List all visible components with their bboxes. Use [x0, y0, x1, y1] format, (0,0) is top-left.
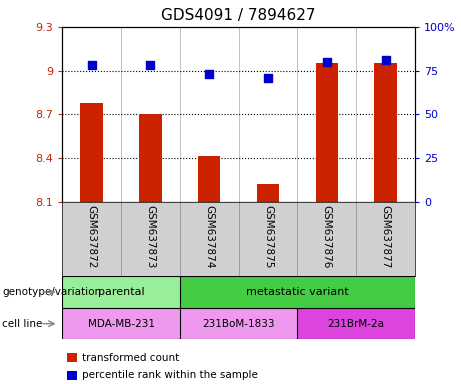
Text: metastatic variant: metastatic variant	[246, 287, 349, 297]
Point	[264, 74, 272, 81]
Point	[147, 62, 154, 68]
Bar	[257, 184, 279, 202]
Bar	[81, 103, 103, 202]
Bar	[316, 63, 338, 202]
Title: GDS4091 / 7894627: GDS4091 / 7894627	[161, 8, 316, 23]
Bar	[62, 308, 180, 339]
Text: genotype/variation: genotype/variation	[2, 287, 101, 297]
Bar	[297, 308, 415, 339]
Text: GSM637876: GSM637876	[322, 205, 332, 269]
Text: percentile rank within the sample: percentile rank within the sample	[82, 370, 258, 381]
Text: transformed count: transformed count	[82, 353, 179, 363]
Bar	[180, 308, 297, 339]
Bar	[62, 276, 180, 308]
Text: GSM637873: GSM637873	[145, 205, 155, 269]
Bar	[139, 114, 161, 202]
Text: GSM637877: GSM637877	[380, 205, 390, 269]
Point	[206, 71, 213, 77]
Text: GSM637875: GSM637875	[263, 205, 273, 269]
Bar	[198, 156, 220, 202]
Text: GSM637872: GSM637872	[87, 205, 97, 269]
Point	[323, 59, 331, 65]
Text: parental: parental	[98, 287, 144, 297]
Bar	[67, 371, 77, 380]
Text: 231BoM-1833: 231BoM-1833	[202, 319, 275, 329]
Bar	[374, 63, 396, 202]
Text: GSM637874: GSM637874	[204, 205, 214, 269]
Text: cell line: cell line	[2, 319, 43, 329]
Text: 231BrM-2a: 231BrM-2a	[328, 319, 384, 329]
Bar	[67, 353, 77, 362]
Point	[88, 62, 95, 68]
Bar	[180, 276, 415, 308]
Point	[382, 57, 389, 63]
Text: MDA-MB-231: MDA-MB-231	[88, 319, 154, 329]
